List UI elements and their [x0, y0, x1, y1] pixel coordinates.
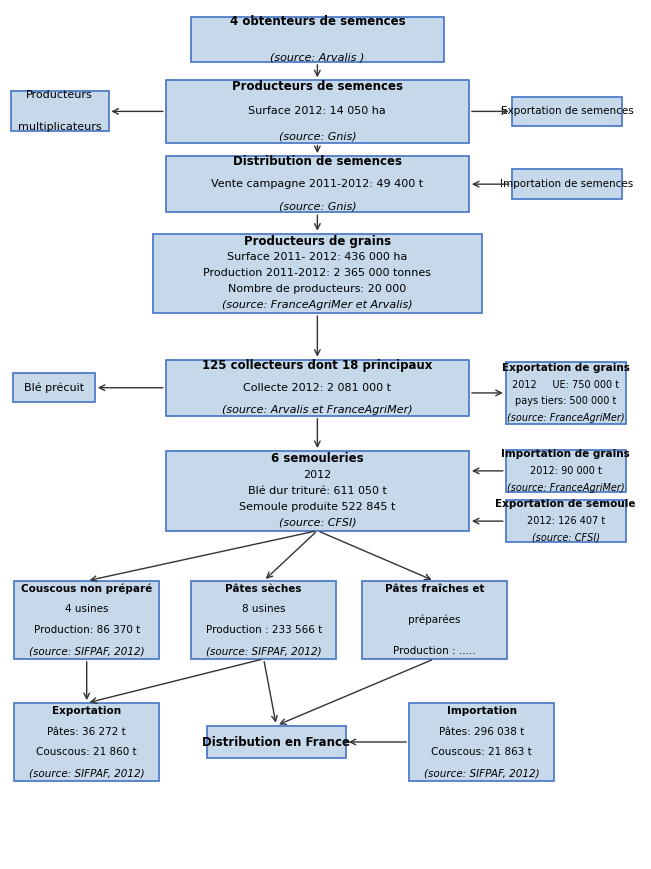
- Text: Collecte 2012: 2 081 000 t: Collecte 2012: 2 081 000 t: [243, 382, 391, 393]
- Text: 6 semouleries: 6 semouleries: [271, 453, 364, 466]
- Text: (source: FranceAgriMer): (source: FranceAgriMer): [507, 482, 624, 493]
- Text: Semoule produite 522 845 t: Semoule produite 522 845 t: [239, 501, 396, 512]
- FancyBboxPatch shape: [361, 580, 507, 659]
- Text: 2012: 90 000 t: 2012: 90 000 t: [530, 466, 602, 476]
- FancyBboxPatch shape: [506, 450, 626, 492]
- Text: (source: CFSI): (source: CFSI): [279, 518, 356, 527]
- FancyBboxPatch shape: [409, 703, 555, 781]
- Text: Pâtes: 36 272 t: Pâtes: 36 272 t: [48, 726, 126, 737]
- Text: Importation: Importation: [447, 706, 517, 716]
- FancyBboxPatch shape: [153, 234, 482, 313]
- Text: Production: 86 370 t: Production: 86 370 t: [34, 626, 140, 635]
- Text: Nombre de producteurs: 20 000: Nombre de producteurs: 20 000: [229, 284, 406, 295]
- Text: Blé précuit: Blé précuit: [24, 382, 84, 393]
- Text: (source: SIFPAF, 2012): (source: SIFPAF, 2012): [29, 646, 145, 656]
- Text: (source: SIFPAF, 2012): (source: SIFPAF, 2012): [206, 646, 322, 656]
- Text: préparées: préparées: [408, 614, 460, 625]
- Text: 8 usines: 8 usines: [242, 605, 285, 614]
- Text: 2012     UE: 750 000 t: 2012 UE: 750 000 t: [512, 380, 619, 389]
- FancyBboxPatch shape: [166, 80, 469, 143]
- Text: 125 collecteurs dont 18 principaux: 125 collecteurs dont 18 principaux: [202, 359, 432, 372]
- FancyBboxPatch shape: [506, 501, 626, 542]
- Text: (source: FranceAgriMer): (source: FranceAgriMer): [507, 413, 624, 423]
- FancyBboxPatch shape: [13, 373, 95, 402]
- Text: Producteurs de grains: Producteurs de grains: [244, 235, 391, 248]
- Text: Vente campagne 2011-2012: 49 400 t: Vente campagne 2011-2012: 49 400 t: [212, 179, 423, 189]
- Text: Blé dur trituré: 611 050 t: Blé dur trituré: 611 050 t: [248, 486, 387, 496]
- FancyBboxPatch shape: [191, 580, 337, 659]
- Text: (source: Arvalis et FranceAgriMer): (source: Arvalis et FranceAgriMer): [222, 405, 413, 415]
- Text: Couscous: 21 863 t: Couscous: 21 863 t: [432, 747, 532, 758]
- Text: (source: Gnis): (source: Gnis): [279, 131, 356, 142]
- Text: Couscous: 21 860 t: Couscous: 21 860 t: [36, 747, 137, 758]
- Text: 2012: 2012: [303, 470, 331, 480]
- Text: (source: SIFPAF, 2012): (source: SIFPAF, 2012): [424, 768, 540, 779]
- Text: Exportation: Exportation: [52, 706, 121, 716]
- FancyBboxPatch shape: [506, 362, 626, 424]
- Text: 4 obtenteurs de semences: 4 obtenteurs de semences: [230, 15, 405, 28]
- Text: Production : 233 566 t: Production : 233 566 t: [206, 626, 322, 635]
- FancyBboxPatch shape: [166, 360, 469, 416]
- Text: (source: Arvalis ): (source: Arvalis ): [270, 52, 365, 63]
- Text: Couscous non préparé: Couscous non préparé: [21, 583, 152, 594]
- Text: 4 usines: 4 usines: [65, 605, 109, 614]
- Text: (source: CFSI): (source: CFSI): [532, 533, 600, 543]
- Text: Exportation de grains: Exportation de grains: [502, 363, 630, 373]
- FancyBboxPatch shape: [14, 580, 159, 659]
- Text: Distribution en France: Distribution en France: [202, 735, 350, 748]
- Text: Importation de grains: Importation de grains: [501, 449, 630, 459]
- Text: (source: SIFPAF, 2012): (source: SIFPAF, 2012): [29, 768, 145, 779]
- FancyBboxPatch shape: [14, 703, 159, 781]
- Text: Production : .....: Production : .....: [393, 646, 476, 656]
- Text: Exportation de semoule: Exportation de semoule: [495, 500, 636, 509]
- FancyBboxPatch shape: [166, 451, 469, 531]
- Text: Distribution de semences: Distribution de semences: [233, 156, 402, 168]
- Text: Pâtes fraîches et: Pâtes fraîches et: [385, 584, 484, 594]
- Text: Production 2011-2012: 2 365 000 tonnes: Production 2011-2012: 2 365 000 tonnes: [203, 269, 432, 278]
- Text: Surface 2012: 14 050 ha: Surface 2012: 14 050 ha: [249, 106, 386, 116]
- FancyBboxPatch shape: [191, 17, 444, 62]
- Text: Producteurs: Producteurs: [26, 90, 93, 101]
- FancyBboxPatch shape: [10, 91, 109, 131]
- Text: multiplicateurs: multiplicateurs: [18, 123, 102, 132]
- FancyBboxPatch shape: [512, 96, 622, 126]
- Text: 2012: 126 407 t: 2012: 126 407 t: [527, 516, 605, 526]
- Text: Producteurs de semences: Producteurs de semences: [232, 80, 403, 93]
- Text: Pâtes: 296 038 t: Pâtes: 296 038 t: [439, 726, 524, 737]
- FancyBboxPatch shape: [207, 726, 346, 759]
- Text: Importation de semences: Importation de semences: [501, 179, 633, 189]
- Text: Surface 2011- 2012: 436 000 ha: Surface 2011- 2012: 436 000 ha: [227, 252, 408, 262]
- FancyBboxPatch shape: [512, 169, 622, 199]
- Text: Pâtes sèches: Pâtes sèches: [225, 584, 302, 594]
- Text: pays tiers: 500 000 t: pays tiers: 500 000 t: [515, 396, 616, 406]
- Text: (source: FranceAgriMer et Arvalis): (source: FranceAgriMer et Arvalis): [222, 301, 413, 310]
- Text: Exportation de semences: Exportation de semences: [501, 106, 633, 116]
- Text: (source: Gnis): (source: Gnis): [279, 202, 356, 212]
- FancyBboxPatch shape: [166, 156, 469, 212]
